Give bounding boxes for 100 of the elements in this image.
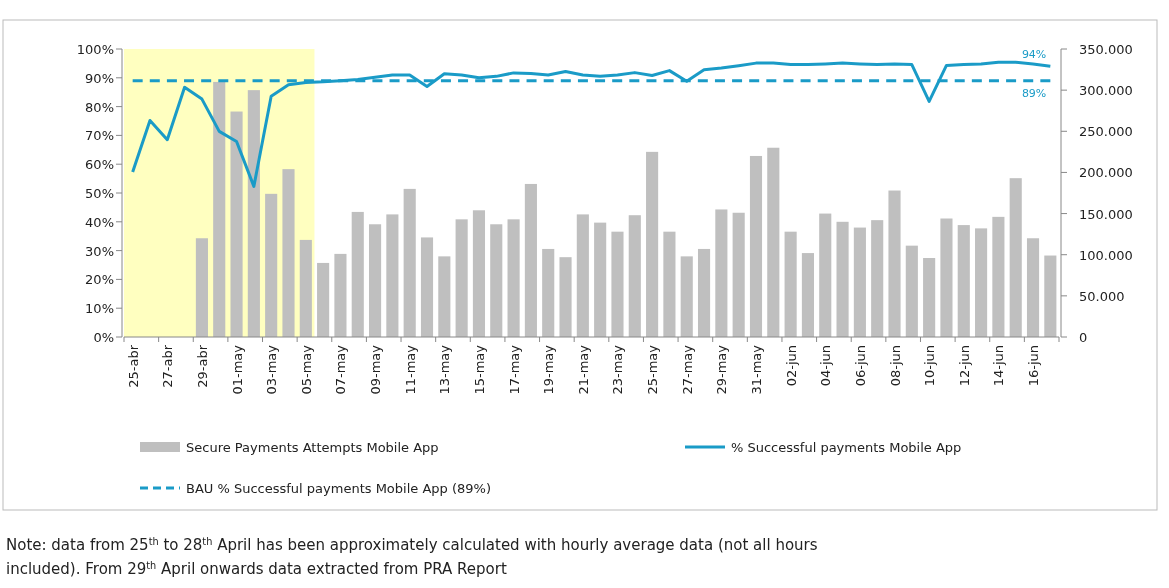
y2-tick-label: 100.000 xyxy=(1079,247,1133,263)
line-series xyxy=(131,60,1052,188)
bar xyxy=(282,169,295,337)
bar xyxy=(697,248,711,337)
bar xyxy=(213,81,226,337)
y-tick-label: 80% xyxy=(85,99,114,115)
y-tick-label: 60% xyxy=(85,157,114,173)
x-tick-label: 03-may xyxy=(264,344,280,395)
y-tick-label: 20% xyxy=(85,272,114,288)
bar xyxy=(386,214,399,337)
bar xyxy=(975,228,988,337)
y2-tick-label: 0 xyxy=(1079,330,1088,345)
x-tick-label: 06-jun xyxy=(852,345,868,387)
bar xyxy=(715,209,728,337)
bar xyxy=(853,227,866,337)
bar xyxy=(836,221,849,337)
bar xyxy=(195,238,208,337)
x-tick-label: 25-abr xyxy=(125,344,141,388)
bar xyxy=(732,212,745,337)
bar xyxy=(749,155,763,337)
y2-tick-label: 50.000 xyxy=(1079,288,1125,304)
x-tick-label: 04-jun xyxy=(818,345,834,387)
x-tick-label: 07-may xyxy=(333,344,349,395)
bar xyxy=(663,231,676,337)
bar xyxy=(507,219,520,337)
y2-tick-label: 350.000 xyxy=(1079,42,1133,57)
x-tick-label: 23-may xyxy=(610,344,626,395)
legend-label: Secure Payments Attempts Mobile App xyxy=(186,440,439,455)
x-tick-label: 27-may xyxy=(679,344,695,395)
x-tick-label: 10-jun xyxy=(922,345,938,387)
legend-label: % Successful payments Mobile App xyxy=(731,440,962,455)
x-tick-label: 05-may xyxy=(298,344,314,395)
y-tick-label: 30% xyxy=(85,243,114,259)
y-tick-label: 90% xyxy=(85,70,114,86)
bar xyxy=(351,211,364,337)
bar xyxy=(1009,178,1022,337)
bar xyxy=(594,222,607,337)
bar xyxy=(299,239,312,337)
x-tick-label: 11-may xyxy=(402,344,418,395)
bar xyxy=(992,216,1005,337)
bar xyxy=(247,90,260,337)
bar xyxy=(542,248,555,337)
bar xyxy=(888,190,901,337)
bar xyxy=(784,231,797,337)
x-tick-label: 09-may xyxy=(368,344,384,395)
bar xyxy=(871,220,884,337)
bar xyxy=(559,257,572,337)
bar xyxy=(628,215,641,337)
y2-tick-label: 300.000 xyxy=(1079,83,1133,99)
bar xyxy=(455,219,468,337)
bar xyxy=(420,237,434,337)
text: Note: data from 25$^{th}$ to 28$^{th}$ April has been approximately calculated with hourly average data (not all hours included). From 29$^{th}$ April onwards data extracted from PRA Report xyxy=(6,535,818,578)
x-tick-label: 02-jun xyxy=(783,345,799,387)
bar xyxy=(334,253,347,337)
bar xyxy=(767,147,780,337)
x-tick-label: 19-may xyxy=(541,344,557,395)
bar xyxy=(940,218,953,337)
x-tick-label: 01-may xyxy=(229,344,245,395)
bar xyxy=(819,213,832,337)
x-tick-label: 14-jun xyxy=(991,345,1007,387)
y-tick-label: 50% xyxy=(85,186,114,201)
x-tick-label: 16-jun xyxy=(1026,345,1042,387)
y2-tick-label: 200.000 xyxy=(1079,165,1133,181)
bar xyxy=(524,183,537,337)
bar xyxy=(472,210,486,337)
bar xyxy=(611,231,624,337)
bar xyxy=(905,245,918,337)
bar xyxy=(576,214,589,337)
y-tick-label: 40% xyxy=(85,214,114,230)
bar xyxy=(957,225,970,337)
x-tick-label: 08-jun xyxy=(887,345,903,387)
y2-tick-label: 150.000 xyxy=(1079,206,1133,222)
x-tick-label: 13-may xyxy=(437,344,453,395)
y-tick-label: 100% xyxy=(76,42,114,57)
x-tick-label: 25-may xyxy=(645,344,661,395)
x-tick-label: 17-may xyxy=(506,344,522,395)
bar xyxy=(1026,238,1040,337)
x-tick-label: 27-abr xyxy=(160,344,176,388)
legend-label: BAU % Successful payments Mobile App (89%) xyxy=(186,481,491,496)
bar xyxy=(801,253,814,337)
y-tick-label: 10% xyxy=(85,301,114,317)
bar xyxy=(680,256,693,337)
bar xyxy=(403,188,416,337)
x-tick-label: 31-may xyxy=(748,344,764,395)
bar xyxy=(490,224,503,337)
bar xyxy=(265,193,278,337)
x-tick-label: 21-may xyxy=(575,344,591,395)
x-tick-label: 29-abr xyxy=(194,344,210,388)
y-tick-label: 70% xyxy=(85,128,114,144)
bar xyxy=(230,111,243,337)
bar xyxy=(317,262,330,337)
data-label: 89% xyxy=(1021,86,1047,100)
y2-tick-label: 250.000 xyxy=(1079,124,1133,140)
x-tick-label: 12-jun xyxy=(956,345,972,387)
data-label: 94% xyxy=(1021,48,1047,62)
bar xyxy=(923,258,936,337)
bar xyxy=(1044,255,1057,337)
x-tick-label: 29-may xyxy=(714,344,730,395)
bar xyxy=(438,256,451,337)
bar xyxy=(369,224,382,337)
